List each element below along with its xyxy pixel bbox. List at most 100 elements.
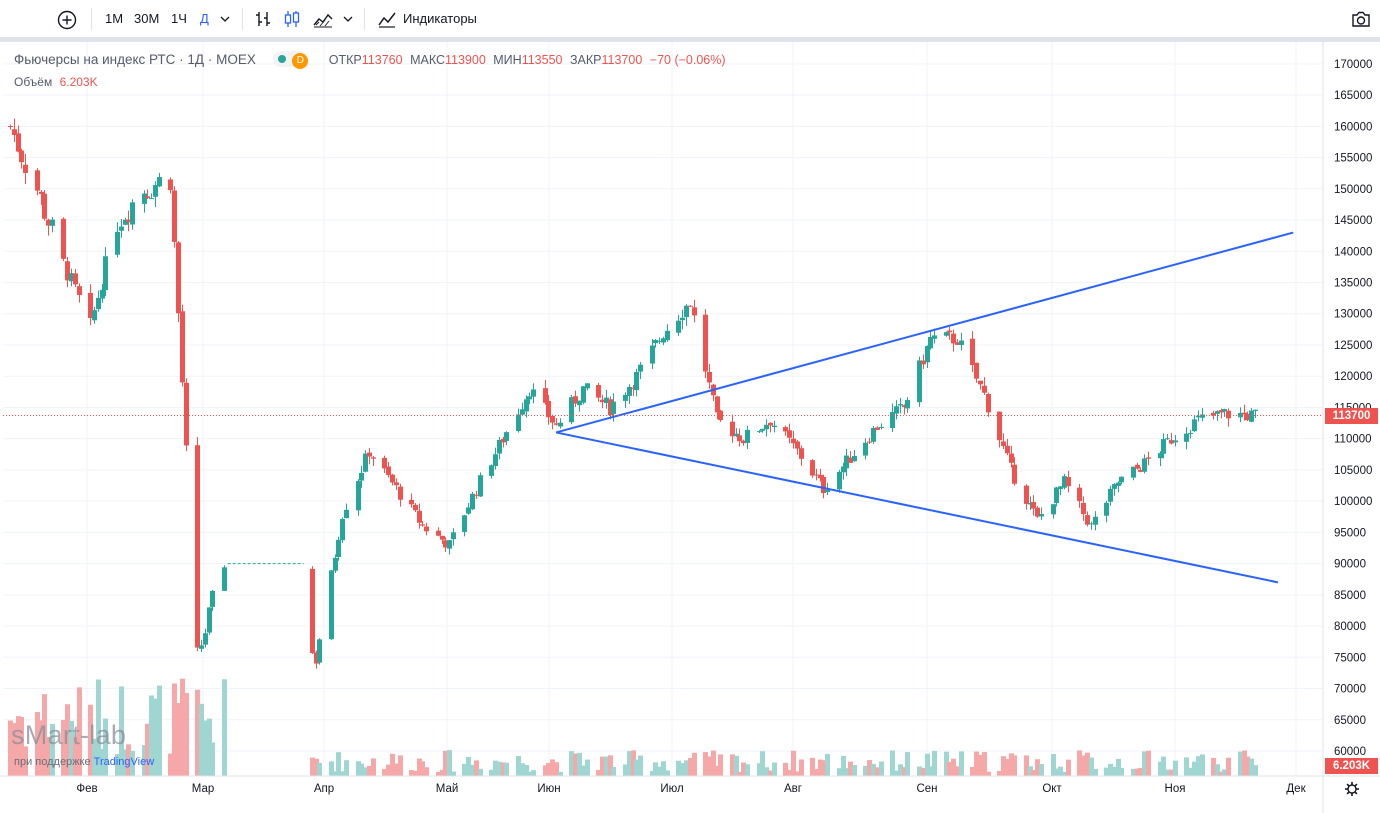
x-tick-label: Мар [192, 783, 215, 795]
candle-body [600, 399, 605, 403]
candle-body [157, 177, 162, 187]
volume-bar [340, 771, 345, 776]
x-tick-label: Июл [660, 783, 683, 795]
trendlines[interactable] [555, 231, 1294, 584]
volume-bar [1253, 765, 1258, 776]
x-tick-label: Ноя [1165, 783, 1186, 795]
interval-day-button[interactable]: Д [200, 11, 209, 26]
y-tick-label: 90000 [1334, 559, 1366, 571]
candle-body [222, 567, 227, 591]
candle-body [92, 310, 97, 321]
volume-bar [921, 767, 926, 776]
volume-bar [69, 720, 74, 776]
settings-gear-icon[interactable] [1345, 782, 1359, 796]
volume-bar [707, 756, 712, 776]
candle-body [894, 406, 899, 414]
close-value: 113700 [601, 52, 643, 67]
volume-bar [604, 756, 609, 776]
status-letter-badge: D [292, 52, 309, 69]
candle-body [1135, 464, 1140, 469]
volume-bar [554, 762, 559, 776]
volume-bar [524, 764, 529, 776]
volume-bar [821, 760, 826, 776]
volume-bar [657, 766, 662, 776]
volume-bar [420, 761, 425, 776]
candles [8, 118, 1258, 669]
candles-chart-icon[interactable] [283, 9, 301, 29]
chevron-down-icon[interactable] [342, 9, 354, 29]
y-tick-label: 145000 [1334, 215, 1372, 227]
interval-1m-button[interactable]: 1М [105, 11, 124, 26]
indicators-button[interactable]: Индикаторы [403, 11, 477, 26]
bars-chart-icon[interactable] [254, 9, 272, 29]
y-tick-label: 135000 [1334, 278, 1372, 290]
add-symbol-icon[interactable] [56, 9, 78, 30]
gear-tooth [1346, 791, 1350, 795]
volume-legend: Объём 6.203K [14, 75, 98, 89]
candle-body [825, 489, 830, 493]
candle-body [844, 455, 849, 469]
indicators-icon[interactable] [377, 9, 397, 29]
volume-bar [810, 757, 815, 776]
candle-body [195, 445, 200, 648]
candle-body [1119, 476, 1124, 483]
candle-body [745, 429, 750, 443]
candle-body [130, 202, 135, 225]
interval-30m-button[interactable]: 30М [134, 11, 160, 26]
volume-bar [737, 771, 742, 776]
candle-body [23, 164, 28, 173]
candle-body [1051, 504, 1056, 515]
candle-body [149, 198, 154, 200]
chevron-down-icon[interactable] [219, 9, 231, 29]
candle-body [1215, 411, 1220, 414]
candle-body [1085, 515, 1090, 525]
candle-body [1146, 457, 1151, 459]
candle-body [810, 460, 815, 476]
candle-body [1005, 445, 1010, 454]
volume-bar [573, 753, 578, 776]
volume-bar [841, 755, 846, 776]
candle-body [447, 540, 452, 549]
y-tick-label: 170000 [1334, 59, 1372, 71]
candle-body [959, 340, 964, 346]
volume-bar [447, 750, 452, 776]
candle-body [657, 340, 662, 342]
camera-icon[interactable] [1350, 9, 1372, 29]
volume-bar [634, 759, 639, 776]
candle-body [970, 338, 975, 366]
candle-body [879, 427, 884, 429]
candle-body [531, 389, 536, 397]
volume-bar [1009, 753, 1014, 776]
volume-bar [19, 717, 24, 776]
candle-body [787, 430, 792, 438]
candle-body [543, 388, 548, 403]
candle-body [1173, 440, 1178, 443]
candle-body [203, 633, 208, 645]
candle-body [398, 486, 403, 500]
volume-bar [180, 678, 185, 776]
volume-bar [631, 750, 636, 776]
candle-body [837, 471, 842, 490]
candle-body [1245, 413, 1250, 421]
candle-body [16, 133, 21, 152]
candle-body [783, 427, 788, 432]
candle-body [440, 535, 445, 540]
candle-body [436, 530, 441, 536]
gear-tooth [1354, 791, 1358, 795]
candle-body [1242, 412, 1247, 415]
area-chart-icon[interactable] [312, 9, 334, 29]
volume-bar [1158, 761, 1163, 776]
interval-1h-button[interactable]: 1Ч [171, 11, 187, 26]
candle-body [1066, 477, 1071, 487]
volume-bar [1135, 768, 1140, 776]
candle-body [466, 507, 471, 514]
symbol-title[interactable]: Фьючерсы на индекс РТС · 1Д · MOEX [14, 51, 256, 67]
candlestick-chart[interactable]: 60000 65000 70000 75000 80000 85000 90000 95000… [0, 42, 1380, 813]
candle-body [955, 342, 960, 345]
volume-bar [1062, 771, 1067, 776]
candle-body [478, 475, 483, 497]
candle-body [890, 411, 895, 428]
candle-body [573, 396, 578, 404]
volume-bar [1058, 766, 1063, 776]
candle-body [8, 125, 13, 127]
